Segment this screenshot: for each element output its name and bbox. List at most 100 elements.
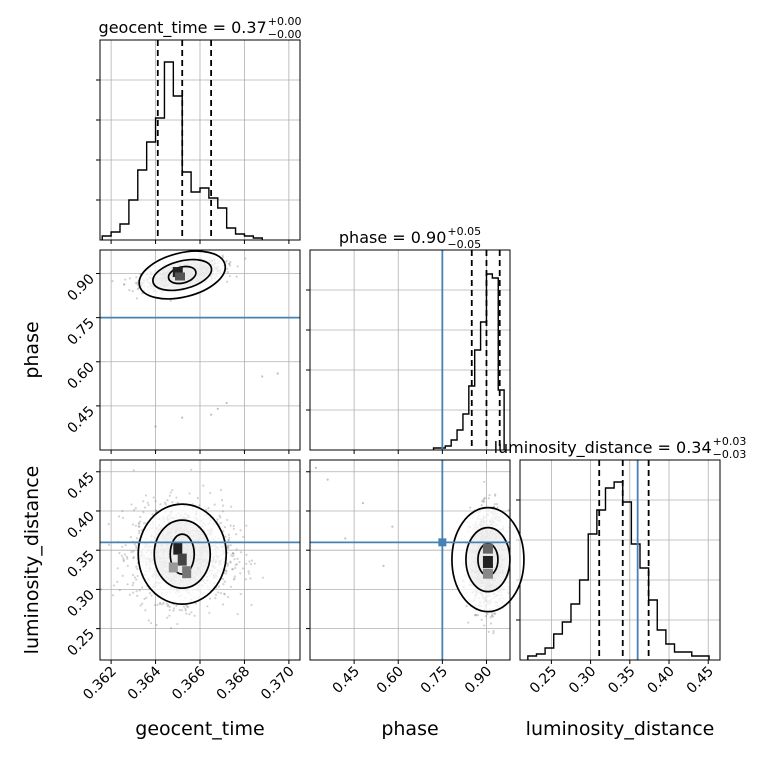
luminosity_distance_vs_geocent_time-point — [232, 555, 235, 558]
luminosity_distance_vs_geocent_time-point — [242, 535, 245, 539]
phase_vs_geocent_time-point — [226, 267, 229, 271]
luminosity_distance_vs_geocent_time-point — [232, 578, 235, 581]
luminosity_distance_vs_geocent_time-point — [249, 577, 252, 580]
luminosity_distance_vs_geocent_time-point — [236, 557, 239, 560]
luminosity_distance_vs_geocent_time-point — [235, 563, 239, 566]
luminosity_distance_vs_geocent_time-point — [231, 552, 235, 555]
luminosity-distance-hist-xtick-label: 0.40 — [644, 664, 677, 697]
phase_vs_geocent_time-point — [221, 256, 225, 259]
luminosity_distance_vs_geocent_time-point — [154, 500, 157, 503]
phase-title-sub: −0.05 — [447, 238, 481, 251]
luminosity_distance_vs_geocent_time-point — [135, 546, 138, 549]
luminosity_distance_vs_geocent_time-point — [228, 536, 231, 539]
luminosity_distance_vs_geocent_time-point — [239, 551, 243, 554]
luminosity_distance_vs_geocent_time-point — [253, 562, 256, 565]
luminosity_distance_vs_geocent_time-point — [230, 505, 233, 508]
luminosity_distance_vs_geocent_time-point — [218, 514, 221, 517]
luminosity_distance_vs_geocent_time-point — [132, 550, 135, 553]
phase-histogram — [432, 273, 505, 450]
luminosity_distance_vs_geocent_time-point — [142, 500, 145, 503]
luminosity_distance_vs_geocent_time-point — [208, 597, 212, 600]
luminosity_distance_vs_geocent_time-point — [111, 594, 115, 597]
phase_vs_geocent_time-point — [111, 280, 114, 283]
luminosity_distance_vs_geocent_time-point — [125, 555, 128, 558]
luminosity_distance_vs_geocent_time-point — [132, 508, 136, 512]
luminosity_distance_vs_phase-point — [489, 616, 492, 619]
xlabel-geocent-time: geocent_time — [135, 718, 264, 740]
luminosity_distance_vs_geocent_time-point — [227, 544, 230, 547]
luminosity_distance_vs_geocent_time-point — [121, 574, 124, 577]
luminosity_distance_vs_geocent_time-point — [166, 499, 169, 502]
luminosity_distance_vs_geocent_time-point — [182, 605, 186, 608]
luminosity_distance_vs_geocent_time-point — [146, 501, 149, 504]
luminosity_distance_vs_geocent_time-point — [154, 509, 157, 512]
luminosity_distance_vs_geocent_time-point — [239, 572, 242, 575]
luminosity_distance_vs_geocent_time-point — [180, 609, 184, 612]
phase_vs_geocent_time-point — [227, 262, 231, 265]
luminosity_distance_vs_geocent_time-point — [122, 557, 125, 560]
luminosity_distance_vs_geocent_time-point — [227, 547, 230, 550]
luminosity_distance_vs_geocent_time-point — [232, 552, 235, 555]
phase_vs_geocent_time-point — [123, 283, 126, 286]
luminosity_distance-histogram — [527, 481, 710, 660]
luminosity_distance_vs_geocent_time-point — [138, 525, 141, 528]
luminosity_distance_vs_geocent_time-point — [118, 552, 121, 555]
luminosity_distance_vs_geocent_time-point — [134, 507, 137, 510]
phase-axis-ytick-label: 0.90 — [64, 271, 97, 304]
phase_vs_geocent_time-density-cell — [172, 267, 183, 278]
luminosity_distance_vs_geocent_time-point — [250, 559, 254, 562]
luminosity_distance_vs_phase-point — [465, 604, 468, 608]
phase_vs_geocent_time-point — [226, 270, 229, 274]
luminosity_distance_vs_geocent_time-point — [233, 577, 236, 580]
luminosity_distance_vs_geocent_time-point — [221, 504, 225, 507]
luminosity_distance_vs_phase-outlier — [382, 564, 385, 567]
luminosity_distance_vs_geocent_time-point — [155, 509, 158, 512]
luminosity_distance_vs_geocent_time-point — [162, 601, 165, 605]
luminosity_distance_vs_geocent_time-point — [172, 607, 176, 610]
luminosity_distance_vs_geocent_time-point — [124, 544, 127, 547]
luminosity_distance_vs_geocent_time-point — [138, 522, 141, 526]
luminosity_distance_vs_geocent_time-point — [142, 511, 145, 514]
luminosity_distance_vs_geocent_time-point — [116, 580, 119, 583]
luminosity-distance-title-value: luminosity_distance = 0.34 — [494, 438, 712, 458]
luminosity_distance_vs_geocent_time-point — [248, 560, 251, 563]
luminosity_distance_vs_geocent_time-point — [122, 560, 125, 563]
luminosity-distance-axis-ytick-label: 0.30 — [64, 587, 97, 620]
luminosity_distance_vs_geocent_time-point — [227, 545, 230, 548]
luminosity_distance_vs_geocent_time-density-cell — [173, 542, 183, 555]
luminosity_distance_vs_phase-point — [490, 615, 493, 618]
luminosity_distance_vs_geocent_time-point — [214, 593, 218, 597]
luminosity_distance_vs_geocent_time-point — [116, 567, 119, 570]
luminosity_distance_vs_geocent_time-point — [226, 595, 230, 599]
luminosity_distance_vs_geocent_time-point — [223, 593, 226, 596]
phase-title-value: phase = 0.90 — [339, 228, 446, 247]
luminosity_distance_vs_phase-point — [486, 613, 489, 616]
luminosity_distance_vs_geocent_time-point — [152, 496, 155, 499]
luminosity_distance_vs_geocent_time-point — [107, 522, 110, 526]
luminosity_distance_vs_geocent_time-point — [164, 503, 167, 506]
luminosity_distance_vs_phase-point — [469, 506, 472, 509]
luminosity_distance_vs_geocent_time-point — [156, 603, 159, 607]
luminosity_distance_vs_geocent_time-point — [139, 604, 142, 607]
luminosity_distance_vs_geocent_time-point — [232, 527, 235, 531]
luminosity_distance_vs_geocent_time-point — [233, 575, 236, 578]
luminosity_distance_vs_geocent_time-point — [238, 560, 241, 564]
phase_vs_geocent_time-point — [136, 281, 139, 284]
luminosity_distance_vs_geocent_time-point — [126, 557, 129, 560]
xlabel-luminosity-distance: luminosity_distance — [526, 718, 715, 740]
luminosity_distance_vs_geocent_time-point — [150, 594, 153, 597]
phase_vs_geocent_time-point — [244, 257, 247, 260]
luminosity_distance_vs_geocent_time-point — [122, 558, 125, 561]
luminosity_distance_vs_phase-point — [487, 497, 490, 500]
phase_vs_geocent_time-point — [131, 290, 134, 293]
luminosity_distance_vs_phase-point — [493, 612, 496, 615]
luminosity_distance_vs_geocent_time-point — [261, 576, 265, 579]
phase-axis-ytick-label: 0.45 — [64, 403, 97, 436]
luminosity_distance_vs_geocent_time-point — [231, 552, 234, 555]
luminosity_distance_vs_geocent_time-point — [137, 525, 140, 528]
luminosity_distance_vs_phase-point — [496, 506, 499, 509]
luminosity_distance_vs_phase-point — [488, 494, 491, 497]
luminosity_distance_vs_geocent_time-point — [221, 510, 224, 513]
luminosity_distance_vs_geocent_time-point — [131, 584, 134, 587]
luminosity_distance_vs_geocent_time-point — [234, 566, 237, 570]
